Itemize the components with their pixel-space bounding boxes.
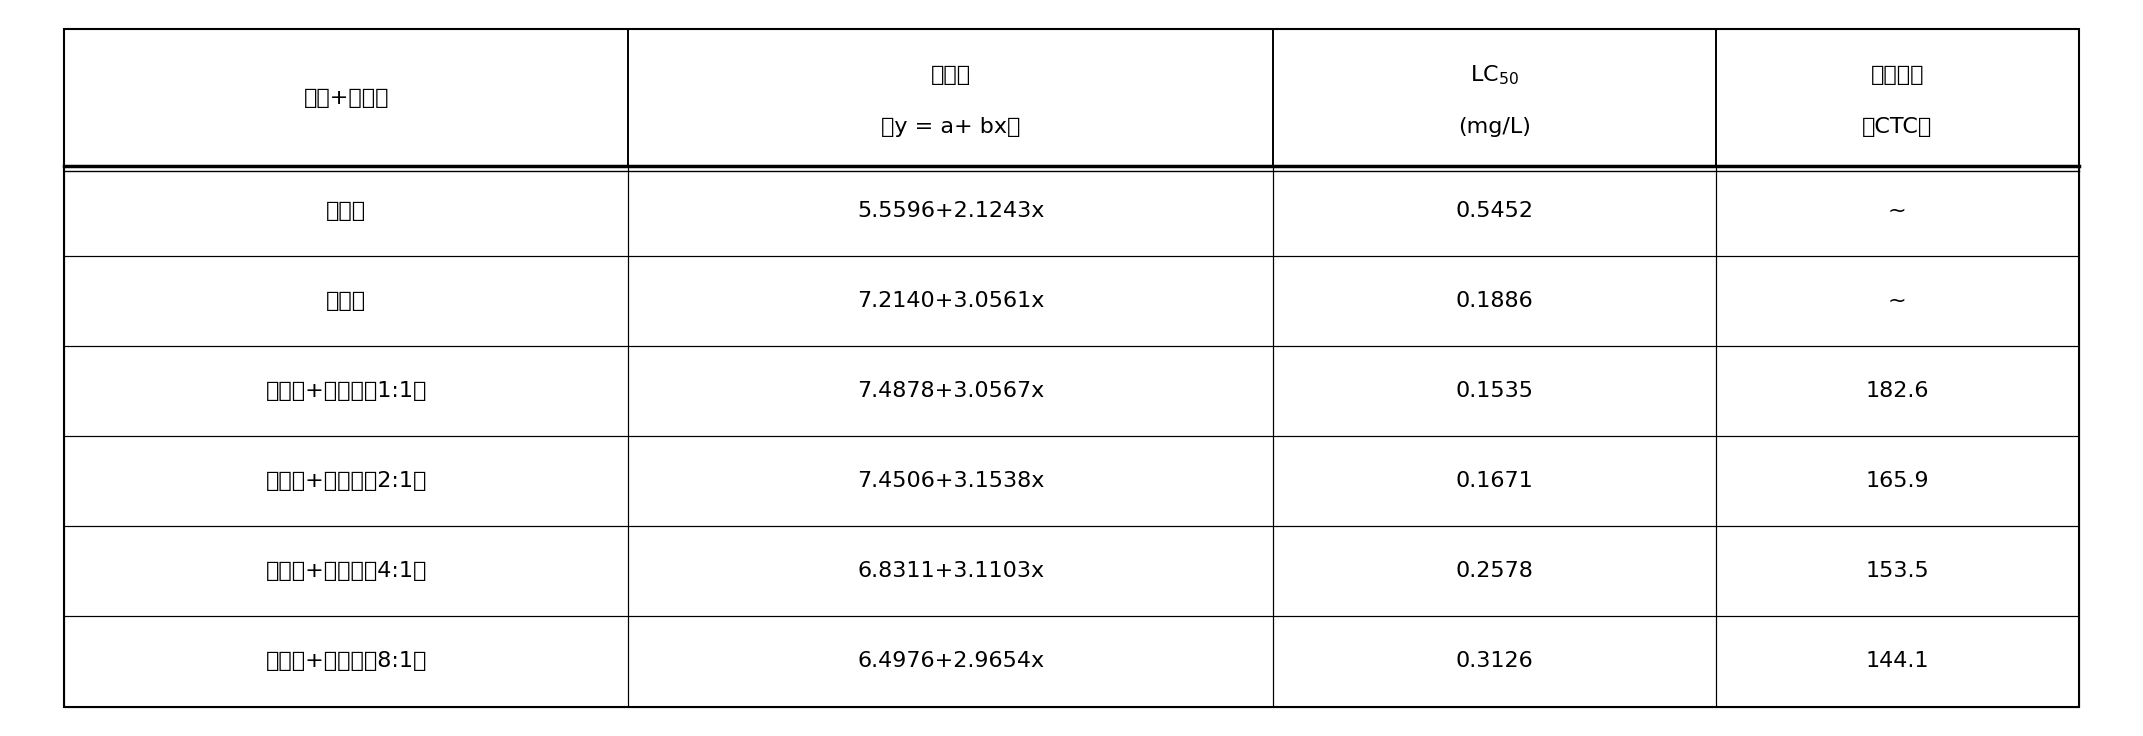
Text: ~: ~: [1888, 201, 1907, 221]
Bar: [1273, 166, 1717, 256]
Bar: [1717, 166, 2079, 256]
Bar: [628, 526, 1273, 617]
Bar: [64, 29, 628, 166]
Text: 氟铃脲: 氟铃脲: [326, 291, 366, 311]
Bar: [1717, 29, 2079, 166]
Bar: [1273, 526, 1717, 617]
Text: 0.1671: 0.1671: [1455, 471, 1534, 491]
Bar: [64, 256, 628, 346]
Bar: [1717, 616, 2079, 707]
Text: 噻虫胺+氟铃脲（8:1）: 噻虫胺+氟铃脲（8:1）: [266, 651, 426, 671]
Bar: [628, 29, 1273, 166]
Text: 144.1: 144.1: [1867, 651, 1929, 671]
Bar: [1717, 256, 2079, 346]
Text: 噻虫胺+氟铃脲（1:1）: 噻虫胺+氟铃脲（1:1）: [266, 381, 426, 401]
Text: 0.1535: 0.1535: [1455, 381, 1534, 401]
Bar: [64, 346, 628, 436]
Text: 182.6: 182.6: [1867, 381, 1929, 401]
Text: (mg/L): (mg/L): [1457, 117, 1530, 137]
Bar: [1273, 29, 1717, 166]
Text: 0.1886: 0.1886: [1455, 291, 1534, 311]
Bar: [1717, 436, 2079, 526]
Bar: [628, 346, 1273, 436]
Text: 165.9: 165.9: [1867, 471, 1929, 491]
Bar: [628, 256, 1273, 346]
Text: （y = a+ bx）: （y = a+ bx）: [881, 117, 1020, 137]
Text: 共毒系数: 共毒系数: [1871, 66, 1924, 85]
Bar: [628, 166, 1273, 256]
Text: 6.8311+3.1103x: 6.8311+3.1103x: [857, 562, 1044, 581]
Text: 0.5452: 0.5452: [1455, 201, 1534, 221]
Bar: [1717, 526, 2079, 617]
Bar: [1273, 256, 1717, 346]
Bar: [64, 166, 628, 256]
Bar: [628, 436, 1273, 526]
Text: 6.4976+2.9654x: 6.4976+2.9654x: [857, 651, 1044, 671]
Bar: [1717, 346, 2079, 436]
Text: LC$_{50}$: LC$_{50}$: [1470, 63, 1519, 88]
Text: 0.2578: 0.2578: [1455, 562, 1534, 581]
Bar: [64, 616, 628, 707]
Text: 药剂+氟铃脲: 药剂+氟铃脲: [304, 88, 390, 107]
Text: 7.4878+3.0567x: 7.4878+3.0567x: [857, 381, 1044, 401]
Text: 噻虫胺+氟铃脲（2:1）: 噻虫胺+氟铃脲（2:1）: [266, 471, 426, 491]
Text: 噻虫胺+氟铃脲（4:1）: 噻虫胺+氟铃脲（4:1）: [266, 562, 426, 581]
Bar: [64, 436, 628, 526]
Text: 噻虫胺: 噻虫胺: [326, 201, 366, 221]
Text: 7.2140+3.0561x: 7.2140+3.0561x: [857, 291, 1044, 311]
Text: （CTC）: （CTC）: [1862, 117, 1933, 137]
Text: ~: ~: [1888, 291, 1907, 311]
Text: 回归式: 回归式: [930, 66, 971, 85]
Text: 0.3126: 0.3126: [1455, 651, 1534, 671]
Bar: [1273, 346, 1717, 436]
Bar: [1273, 436, 1717, 526]
Text: 7.4506+3.1538x: 7.4506+3.1538x: [857, 471, 1044, 491]
Text: 5.5596+2.1243x: 5.5596+2.1243x: [857, 201, 1044, 221]
Bar: [64, 526, 628, 617]
Bar: [1273, 616, 1717, 707]
Text: 153.5: 153.5: [1867, 562, 1929, 581]
Bar: [628, 616, 1273, 707]
